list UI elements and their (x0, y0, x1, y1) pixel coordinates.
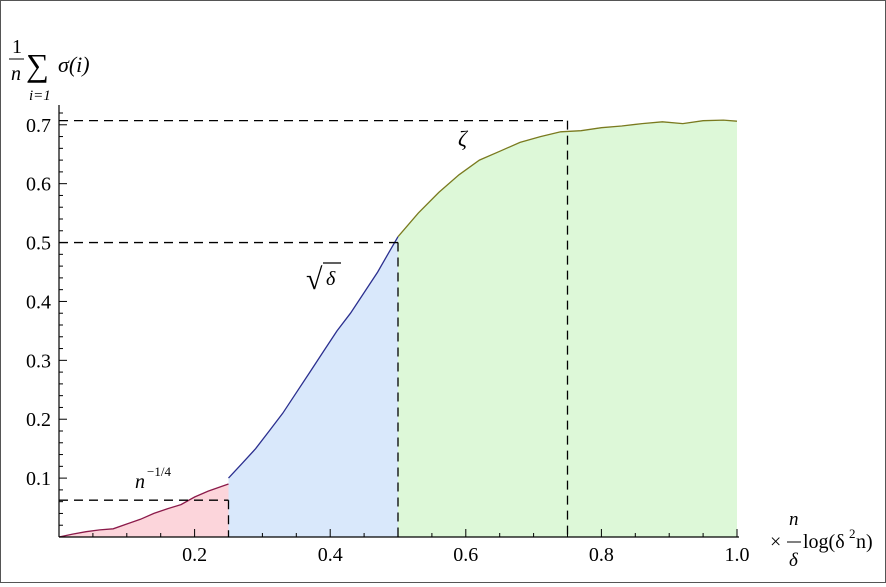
x-tick-label: 1.0 (725, 544, 750, 566)
y-label-frac-num: 1 (12, 36, 22, 58)
annotation-delta: δ (326, 268, 336, 290)
annotation-n-base: n (135, 471, 145, 493)
x-label-times: × (770, 531, 781, 553)
y-tick-label: 0.7 (26, 115, 51, 137)
annotation-radical: √ (306, 263, 323, 296)
annotation-n-exp: −1/4 (147, 464, 171, 479)
x-label-sq: 2 (849, 526, 856, 541)
y-tick-label: 0.1 (26, 468, 51, 490)
series-fill-low (59, 484, 229, 537)
y-label-body: σ(i) (58, 52, 90, 77)
series-line-low (58, 483, 229, 538)
x-label-frac-num: n (789, 509, 799, 530)
y-tick-label: 0.3 (26, 350, 51, 372)
x-tick-label: 0.2 (182, 544, 207, 566)
series-fill-mid (228, 236, 398, 537)
y-tick-label: 0.6 (26, 174, 51, 196)
series-fill-high (398, 120, 737, 537)
y-label-frac-den: n (11, 63, 21, 85)
y-tick-label: 0.4 (26, 291, 51, 313)
x-label-frac-den: δ (789, 550, 799, 571)
x-tick-label: 0.8 (589, 544, 614, 566)
y-tick-label: 0.5 (26, 233, 51, 255)
y-axis-label: 1 n ∑ i=1 σ(i) (9, 36, 90, 104)
x-axis-label: × n δ log(δ 2 n) (770, 509, 873, 571)
y-label-sum-sub: i=1 (29, 88, 51, 104)
x-tick-label: 0.4 (318, 544, 343, 566)
annotation-sqrt-delta: √ δ (306, 262, 341, 296)
x-tick-label: 0.6 (453, 544, 478, 566)
annotation-zeta: ζ (458, 126, 469, 151)
series-line-mid (228, 236, 399, 479)
y-tick-label: 0.2 (26, 409, 51, 431)
y-label-sum: ∑ (26, 47, 49, 83)
annotation-n-quarter: n −1/4 (135, 464, 171, 493)
x-label-log: log(δ (803, 531, 845, 553)
series-line-high (397, 119, 738, 238)
x-label-tail: n) (856, 531, 873, 553)
